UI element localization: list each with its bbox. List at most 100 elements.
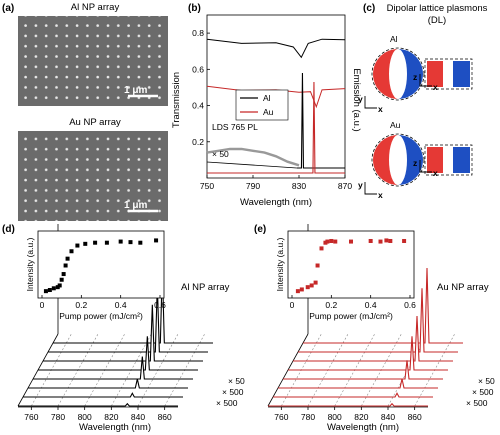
inset-point	[83, 241, 88, 246]
inset-xtick-label: 0.6	[404, 300, 416, 310]
inset-point	[333, 239, 338, 244]
c-side-red	[427, 61, 447, 87]
waterfall-spectrum	[298, 288, 458, 353]
panel-b: (b) 750 790 830 870 0.2 0.4 0.6 0.8 Transmissio…	[171, 3, 362, 208]
c-dipole-node	[389, 135, 407, 185]
c-field-maps: y x z x y x z x	[358, 47, 473, 200]
c-side-outline	[424, 144, 473, 176]
inset-point	[57, 283, 62, 288]
d-scale-50: × 50	[228, 376, 245, 386]
c-axes-xy	[364, 96, 377, 109]
inset-point	[59, 277, 64, 282]
inset-point	[47, 288, 52, 293]
al-sem-image: 1 μm	[18, 16, 168, 106]
c-axis-y: y	[358, 180, 363, 190]
c-axis-x: x	[378, 104, 383, 114]
e-xlabel: Wavelength (nm)	[327, 422, 399, 433]
b-xtick-label: 870	[338, 181, 352, 191]
inset-point	[315, 263, 320, 268]
b-ylabel-left: Transmission	[171, 72, 182, 128]
d-scale-500b: × 500	[216, 398, 238, 408]
inset-point	[349, 239, 353, 244]
c-title-line2: (DL)	[428, 15, 446, 26]
al-array-title: Al NP array	[71, 2, 120, 13]
inset-point	[295, 289, 300, 294]
c-dipole-node	[389, 49, 407, 99]
waterfall-xtick-label: 800	[78, 412, 92, 422]
panel-d: (d) 760 780 800 820 840 860 0 0.2 0.4 0.6 Pump po…	[2, 224, 245, 433]
panel-a: (a) Al NP array 1 μm Au NP array 1 μm	[2, 2, 168, 221]
inset-xlabel: Pump power (mJ/cm²)	[309, 311, 393, 321]
e-inset: 0 0.2 0.4 0.6 Pump power (mJ/cm²) Intensity (…	[275, 230, 416, 321]
b-ylabel-right: Emission (a.u.)	[351, 68, 362, 131]
waterfall-spectrum	[38, 336, 198, 371]
b-emission-au	[207, 82, 345, 174]
legend-au-label: Au	[263, 107, 274, 117]
waterfall-spectrum	[273, 392, 433, 398]
d-xlabel: Wavelength (nm)	[79, 422, 151, 433]
c-particle-outline	[371, 133, 425, 187]
c-side-blue	[450, 147, 470, 173]
b-emission-al	[296, 72, 345, 169]
inset-point	[118, 239, 123, 244]
panel-e-label: (e)	[254, 224, 266, 235]
waterfall-spectrum	[28, 378, 188, 389]
c-axis-y: y	[358, 94, 363, 104]
c-side-node	[443, 147, 453, 173]
panel-c: (c) Dipolar lattice plasmons (DL) Al Au …	[358, 3, 488, 200]
d-scale-500a: × 500	[222, 387, 244, 397]
inset-point	[368, 238, 373, 243]
b-legend: Al Au	[235, 89, 289, 121]
c-au-label: Au	[390, 120, 401, 130]
inset-point	[65, 256, 70, 261]
inset-point	[309, 283, 314, 288]
au-array-title: Au NP array	[69, 117, 121, 128]
c-al-field: y x z x	[358, 47, 473, 114]
waterfall-xtick-label: 760	[24, 412, 38, 422]
inset-ylabel: Intensity (a.u.)	[25, 237, 35, 291]
panel-b-series	[206, 38, 346, 174]
c-side-blue	[450, 61, 470, 87]
c-al-label: Al	[390, 34, 398, 44]
inset-point	[43, 289, 48, 294]
inset-point	[93, 240, 98, 245]
panel-a-label: (a)	[2, 3, 14, 14]
waterfall-spectrum	[283, 360, 443, 380]
b-series-pl	[206, 147, 300, 167]
inset-xtick-label: 0.4	[365, 300, 377, 310]
inset-xtick-label: 0	[40, 300, 45, 310]
waterfall-xtick-label: 860	[408, 412, 422, 422]
waterfall-xtick-label: 760	[274, 412, 288, 422]
c-side-node	[443, 61, 453, 87]
b-xtick-label: 830	[292, 181, 306, 191]
c-axes-xz	[419, 74, 432, 87]
waterfall-spectrum	[33, 356, 193, 380]
b-xtick-label: 790	[246, 181, 260, 191]
b-ytick-label: 0.2	[192, 137, 204, 147]
d-array-label: Al NP array	[181, 282, 230, 293]
c-axes-xy	[364, 182, 377, 195]
b-emission-al-baseline	[206, 161, 297, 169]
inset-xtick-label: 0.4	[115, 300, 127, 310]
waterfall-spectrum	[293, 315, 453, 362]
inset-point	[325, 239, 330, 244]
waterfall-spectrum	[278, 378, 438, 389]
c-side-red	[427, 147, 447, 173]
b-xlabel: Wavelength (nm)	[240, 197, 312, 208]
e-scale-500a: × 500	[472, 387, 494, 397]
b-xtick-label: 750	[200, 181, 214, 191]
waterfall-spectrum	[23, 392, 183, 398]
inset-xtick-label: 0.2	[325, 300, 337, 310]
waterfall-xtick-label: 840	[131, 412, 145, 422]
inset-xlabel: Pump power (mJ/cm²)	[59, 311, 143, 321]
b-series-al-transmission	[206, 38, 346, 59]
waterfall-xtick-label: 840	[381, 412, 395, 422]
inset-xtick-label: 0.2	[75, 300, 87, 310]
waterfall-xtick-label: 780	[301, 412, 315, 422]
inset-point	[75, 243, 80, 248]
c-side-outline	[424, 58, 473, 90]
waterfall-xtick-label: 780	[51, 412, 65, 422]
panel-b-ticks: 750 790 830 870 0.2 0.4 0.6 0.8	[192, 28, 352, 191]
b-ytick-label: 0.8	[192, 28, 204, 38]
